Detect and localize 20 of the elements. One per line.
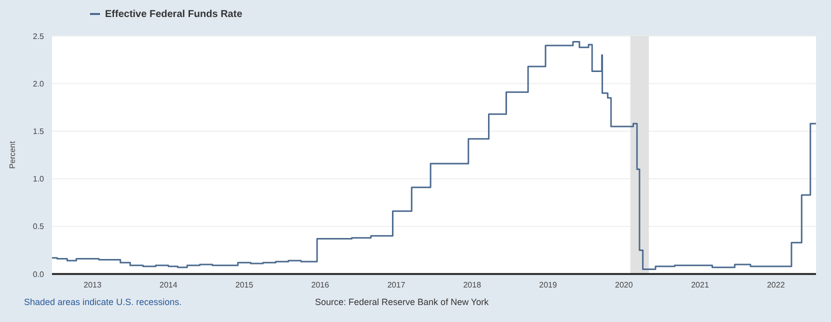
y-tick-label: 2.5: [32, 32, 45, 41]
x-tick-label: 2019: [539, 280, 558, 290]
x-tick-label: 2017: [387, 280, 406, 290]
y-tick-label: 0.5: [32, 222, 45, 232]
y-tick-label: 0.0: [32, 270, 45, 279]
x-tick-label: 2020: [615, 280, 634, 290]
x-tick-label: 2016: [311, 280, 330, 290]
x-tick-label: 2013: [84, 280, 102, 290]
y-tick-label: 1.0: [32, 174, 45, 184]
x-tick-label: 2014: [160, 280, 178, 290]
y-tick-label: 2.0: [32, 79, 45, 88]
legend-label: Effective Federal Funds Rate: [105, 8, 242, 20]
x-tick-label: 2018: [463, 280, 482, 290]
text: Shaded areas indicate U.S. recessions.: [24, 297, 182, 307]
y-tick-label: 1.5: [32, 127, 45, 136]
y-axis-title: Percent: [8, 140, 17, 169]
x-tick-label: 2015: [235, 280, 254, 290]
x-tick-label: 2022: [766, 280, 786, 290]
source-note: Source: Federal Reserve Bank of New York: [315, 297, 489, 307]
x-tick-label: 2021: [691, 280, 710, 290]
